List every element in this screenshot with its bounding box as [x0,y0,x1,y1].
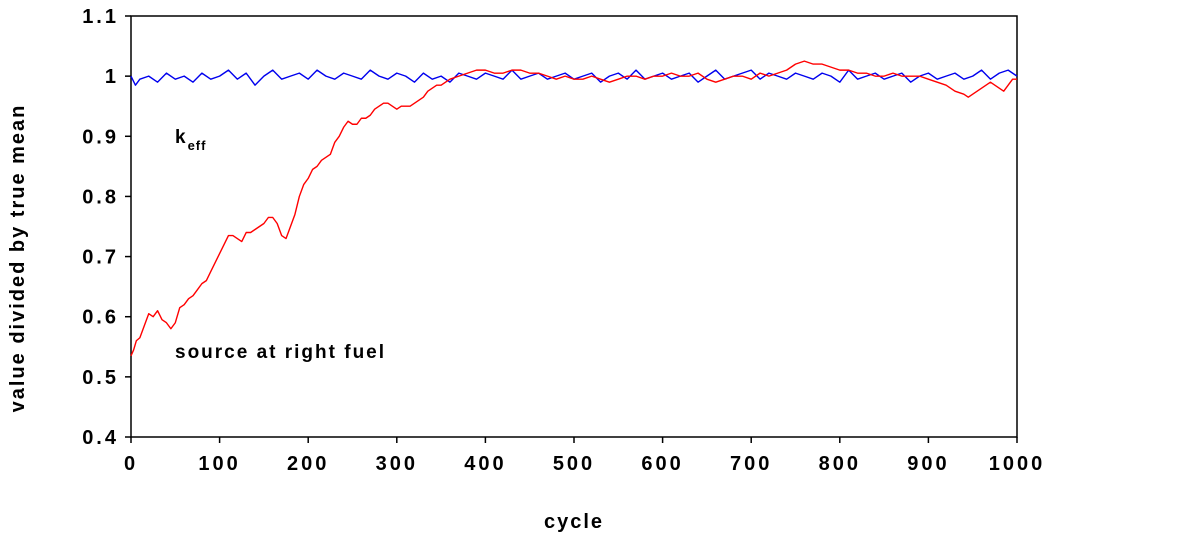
y-axis-title: value divided by true mean [7,104,29,413]
x-tick-label: 500 [553,453,595,475]
x-axis-title: cycle [544,511,604,533]
y-tick-label: 0.4 [82,427,119,449]
x-tick-label: 1000 [989,453,1046,475]
x-tick-label: 100 [198,453,240,475]
y-tick-label: 0.7 [82,247,119,269]
series-layer [130,60,1018,357]
source-series-line [130,60,1017,357]
x-tick-label: 600 [641,453,683,475]
y-tick-label: 0.8 [82,186,119,208]
y-tick-label: 1.1 [82,6,119,28]
x-tick-label: 0 [124,453,138,475]
keff-annotation: keff [175,127,206,153]
x-tick-label: 200 [287,453,329,475]
y-tick-label: 0.6 [82,307,119,329]
y-tick-label: 1 [105,66,119,88]
x-tick-label: 300 [376,453,418,475]
keff-annotation-main: k [175,127,188,148]
y-tick-label: 0.9 [82,126,119,148]
y-tick-label: 0.5 [82,367,119,389]
x-axis: 0 100 200 300 400 500 600 700 800 900 1000 [124,437,1046,475]
x-tick-label: 900 [907,453,949,475]
y-axis: 0.4 0.5 0.6 0.7 0.8 0.9 1 1.1 [82,6,131,449]
x-tick-label: 700 [730,453,772,475]
keff-annotation-subscript: eff [188,138,207,153]
keff-series-line [130,69,1018,86]
x-tick-label: 800 [819,453,861,475]
source-annotation: source at right fuel [175,342,386,363]
x-tick-label: 400 [464,453,506,475]
